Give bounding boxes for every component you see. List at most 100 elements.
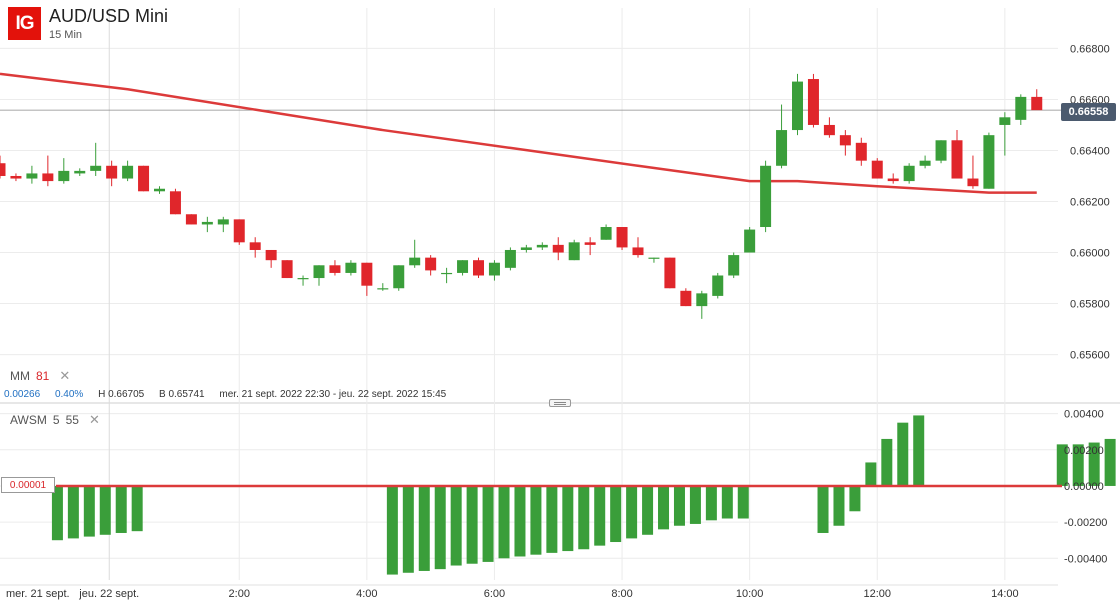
candle — [74, 168, 86, 176]
ma-indicator-legend[interactable]: MM 81 ✕ — [10, 368, 70, 384]
candle-body — [823, 124, 835, 136]
candle — [951, 130, 963, 179]
close-icon[interactable]: ✕ — [88, 412, 100, 427]
price-tick-label: 0.66800 — [1070, 43, 1110, 55]
timeframe-label[interactable]: 15 Min — [49, 29, 83, 41]
candle-body — [903, 165, 915, 182]
candle-body — [999, 117, 1011, 125]
candle — [744, 227, 756, 253]
candle-body — [776, 130, 788, 166]
candle — [584, 237, 596, 256]
candle-body — [249, 242, 261, 250]
awsm-bar — [99, 485, 111, 535]
awsm-bar — [673, 485, 685, 526]
candle-body — [217, 219, 229, 225]
awsm-bar — [1056, 444, 1068, 486]
candle — [345, 260, 357, 276]
candle — [664, 257, 676, 289]
candle — [871, 158, 883, 179]
awsm-indicator-legend[interactable]: AWSM 5 55 ✕ — [10, 412, 100, 428]
awsm-bar — [514, 485, 526, 557]
awsm-bar — [562, 485, 574, 552]
candle — [233, 219, 245, 245]
candle — [903, 163, 915, 184]
candle — [122, 160, 134, 182]
candle — [728, 252, 740, 279]
awsm-bar — [51, 485, 63, 541]
awsm-tick-label: -0.00400 — [1064, 553, 1107, 565]
candle — [169, 188, 181, 215]
candle-body — [201, 221, 213, 225]
candle-body — [807, 79, 819, 125]
awsm-bar — [434, 485, 446, 570]
awsm-bar — [578, 485, 590, 550]
candle — [377, 283, 389, 291]
candle — [520, 244, 532, 253]
candle-body — [409, 257, 421, 266]
candle-body — [329, 265, 341, 273]
awsm-bar — [737, 485, 749, 519]
change-percent: 0.40% — [54, 389, 84, 400]
candle — [265, 249, 277, 268]
pane-resize-handle[interactable] — [549, 399, 571, 407]
candle-body — [169, 191, 181, 215]
candle — [361, 262, 373, 296]
candle-body — [457, 260, 469, 273]
ig-logo: IG — [8, 7, 41, 40]
candle — [249, 237, 261, 258]
candle-body — [887, 178, 899, 182]
price-tick-label: 0.66400 — [1070, 145, 1110, 157]
awsm-bar — [67, 485, 79, 539]
candle-body — [281, 260, 293, 279]
time-tick-label: 4:00 — [356, 588, 377, 600]
candle-body — [600, 227, 612, 240]
candle-body — [568, 242, 580, 261]
candle-body — [90, 165, 102, 171]
candle — [0, 155, 6, 179]
candle — [855, 137, 867, 166]
candle-body — [712, 275, 724, 296]
candle-body — [473, 260, 484, 276]
awsm-bar — [865, 462, 877, 486]
awsm-bar — [705, 485, 717, 521]
time-tick-label: 14:00 — [991, 588, 1019, 600]
awsm-bar — [466, 485, 478, 564]
time-tick-label: mer. 21 sept. — [6, 588, 70, 600]
candle-body — [919, 160, 931, 166]
candle-body — [361, 262, 373, 286]
candle — [616, 227, 628, 250]
instrument-title: AUD/USD Mini — [49, 6, 169, 26]
candle-body — [504, 249, 516, 268]
time-tick-label: 6:00 — [484, 588, 505, 600]
date-range: mer. 21 sept. 2022 22:30 - jeu. 22 sept.… — [219, 389, 447, 400]
candle — [760, 160, 772, 233]
candle-body — [744, 229, 756, 253]
awsm-bar — [83, 485, 95, 537]
time-tick-label: 10:00 — [736, 588, 764, 600]
awsm-bar — [530, 485, 542, 555]
candle-body — [951, 140, 963, 179]
candle-body — [871, 160, 883, 179]
candle-body — [138, 165, 150, 192]
candle — [776, 104, 788, 169]
candle-body — [855, 142, 867, 161]
awsm-bar — [1104, 438, 1116, 486]
candle — [138, 165, 150, 192]
awsm-bar — [849, 485, 861, 512]
candles-layer — [0, 73, 1043, 319]
candle-body — [0, 163, 6, 176]
candle — [154, 186, 165, 194]
awsm-layer — [51, 415, 1116, 575]
price-tick-label: 0.66200 — [1070, 197, 1110, 209]
awsm-bar — [721, 485, 733, 519]
candle-body — [616, 227, 628, 248]
awsm-bar — [833, 485, 845, 526]
candle — [935, 140, 947, 164]
close-icon[interactable]: ✕ — [59, 368, 71, 383]
candle — [281, 260, 293, 279]
awsm-bar — [386, 485, 398, 575]
candle — [536, 242, 548, 250]
candle-body — [1015, 96, 1027, 120]
price-stats: 0.00266 0.40% H 0.66705 B 0.65741 mer. 2… — [4, 389, 458, 400]
awsm-tick-label: -0.00200 — [1064, 517, 1107, 529]
